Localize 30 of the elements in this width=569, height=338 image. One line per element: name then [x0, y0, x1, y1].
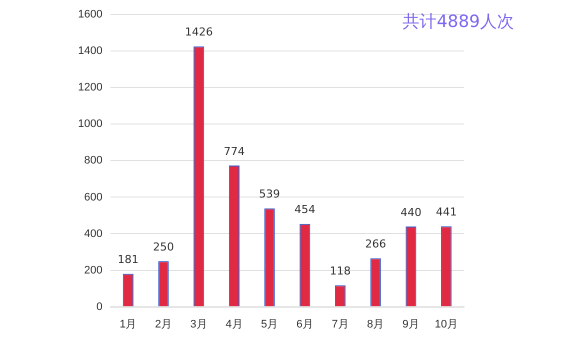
data-label: 181 — [118, 253, 139, 266]
x-tick-label: 5月 — [260, 318, 278, 330]
y-tick-label: 800 — [84, 154, 102, 167]
y-tick-label: 1000 — [78, 118, 102, 130]
data-label: 440 — [400, 206, 422, 219]
data-label: 441 — [436, 206, 457, 219]
data-label: 774 — [224, 144, 245, 158]
x-tick-label: 3月 — [190, 318, 208, 330]
annotation: 共计4889人次 — [402, 11, 514, 33]
x-tick-label: 6月 — [296, 318, 314, 330]
y-tick-label: 200 — [84, 264, 102, 276]
x-tick-label: 1月 — [120, 318, 137, 330]
x-tick-label: 9月 — [402, 318, 420, 330]
x-tick-label: 8月 — [367, 318, 384, 330]
x-tick-label: 7月 — [332, 318, 349, 330]
y-tick-label: 0 — [96, 300, 102, 313]
x-tick-label: 2月 — [154, 318, 172, 330]
y-tick-label: 1400 — [78, 45, 102, 58]
x-tick-label: 4月 — [226, 318, 243, 330]
data-label: 118 — [330, 264, 351, 278]
y-tick-label: 400 — [84, 228, 102, 240]
y-tick-label: 600 — [84, 191, 102, 204]
data-label: 454 — [294, 203, 316, 216]
y-tick-label: 1600 — [78, 8, 102, 21]
data-label: 539 — [259, 188, 280, 201]
y-tick-label: 1200 — [78, 82, 102, 94]
data-label: 1426 — [184, 26, 213, 39]
x-tick-label: 10月 — [434, 318, 458, 330]
data-label: 266 — [365, 238, 386, 251]
data-label: 250 — [153, 240, 174, 254]
